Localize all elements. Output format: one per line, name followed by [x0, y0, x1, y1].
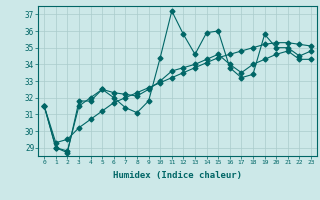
X-axis label: Humidex (Indice chaleur): Humidex (Indice chaleur)	[113, 171, 242, 180]
